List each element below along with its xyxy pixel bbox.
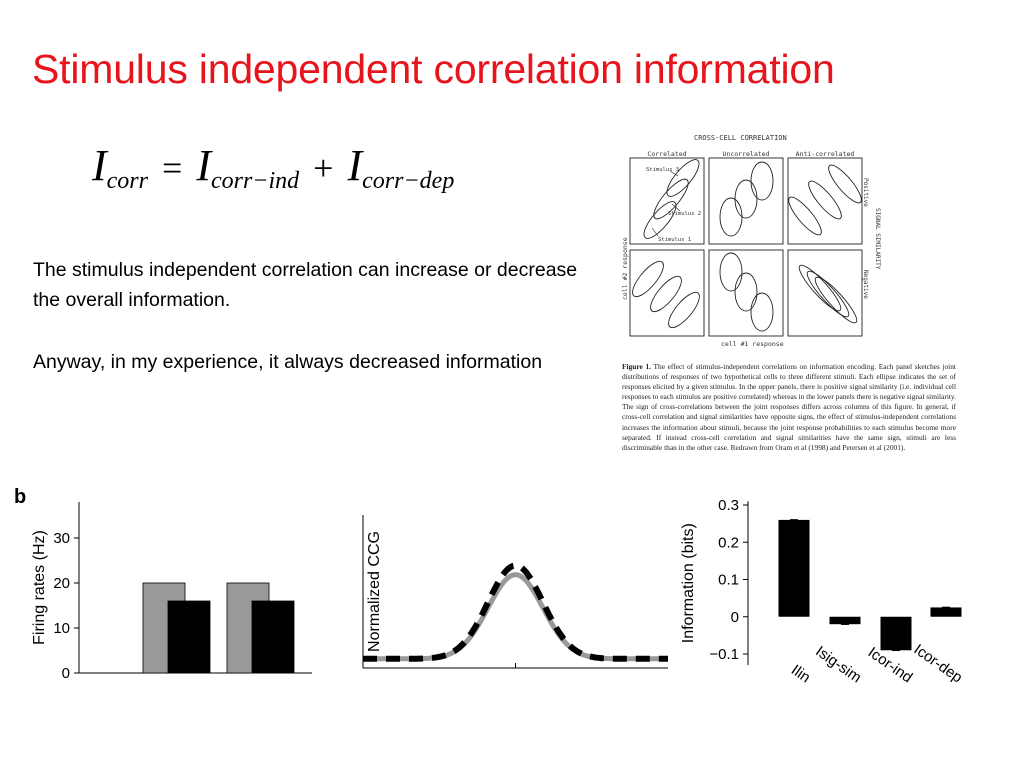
formula-term2-sub: corr−dep (362, 168, 455, 194)
ccg-dashed-line (363, 562, 668, 662)
column-label-anticorrelated: Anti-correlated (795, 150, 855, 158)
bar (251, 600, 295, 674)
figure-title: CROSS-CELL CORRELATION (694, 134, 787, 142)
caption-label: Figure 1. (622, 362, 651, 371)
y-axis-title: Normalized CCG (366, 531, 383, 652)
ellipse-stimulus-1 (632, 260, 664, 298)
formula-plus: + (313, 148, 334, 188)
formula-lhs: I (92, 141, 107, 190)
y-tick-label: 0.2 (718, 534, 739, 551)
y-tick-label: 0.1 (718, 572, 739, 589)
annotation-stimulus-2: Stimulus 2 (668, 211, 701, 217)
column-label-uncorrelated: Uncorrelated (722, 150, 770, 158)
slide-title: Stimulus independent correlation informa… (32, 46, 835, 92)
panel-positive-correlated (629, 157, 705, 245)
ellipse-stimulus-1 (719, 252, 743, 292)
ellipse-stimulus-3 (668, 291, 700, 329)
x-tick-label: Isig-sim (812, 643, 864, 687)
ellipse-stimulus-2 (806, 270, 850, 318)
panel-positive-uncorrelated (708, 157, 784, 245)
ellipse-stimulus-3 (750, 292, 774, 332)
y-tick-label: 0.3 (718, 497, 739, 514)
bar (167, 600, 211, 674)
formula-lhs-sub: corr (106, 168, 148, 194)
paragraph-experience: Anyway, in my experience, it always decr… (33, 351, 543, 373)
bar (880, 616, 912, 651)
formula-term1-sub: corr−ind (210, 168, 300, 194)
ellipse-stimulus-2 (734, 272, 758, 312)
y-tick-label: 20 (53, 575, 70, 592)
figure-caption: Figure 1. The effect of stimulus-indepen… (622, 362, 956, 453)
row-label-positive: Positive (862, 178, 869, 207)
y-axis-title: Information (bits) (680, 523, 697, 643)
column-label-correlated: Correlated (647, 150, 687, 158)
annotation-leader (651, 227, 659, 237)
x-tick-label: Ilin (788, 662, 813, 687)
panel-positive-anticorrelated (787, 157, 863, 245)
y-tick-label: 0 (62, 665, 70, 682)
annotation-leader (671, 203, 681, 212)
side-label-signal-similarity: SIGNAL SIMILARITY (874, 208, 881, 270)
y-tick-label: 0 (731, 609, 739, 626)
ellipse-stimulus-2 (734, 179, 758, 219)
figure-x-label: cell #1 response (721, 340, 784, 348)
ellipse-stimulus-3 (666, 159, 700, 197)
formula-term2: I (347, 141, 363, 190)
ellipse-stimulus-2 (808, 180, 842, 220)
y-axis-title: Firing rates (Hz) (31, 530, 48, 645)
annotation-leader (669, 170, 679, 177)
ellipse-stimulus-1 (798, 264, 842, 312)
figure-y-label: cell #2 response (621, 237, 629, 300)
formula-term1: I (196, 141, 211, 190)
annotation-stimulus-1: Stimulus 1 (658, 237, 691, 243)
bar (778, 519, 810, 617)
ellipse-stimulus-2 (650, 275, 682, 313)
x-tick-label: Icor-dep (911, 641, 966, 686)
panel-negative-anticorrelated (787, 249, 863, 337)
bar (829, 616, 861, 625)
ellipse-stimulus-2 (653, 178, 689, 220)
row-label-negative: Negative (862, 270, 869, 299)
panel-negative-correlated (629, 249, 705, 337)
ellipse-stimulus-3 (828, 164, 862, 204)
ellipse-stimulus-3 (750, 161, 774, 201)
correlation-formula: Icorr = Icorr−ind + Icorr−dep (92, 140, 455, 194)
paragraph-information-effect: The stimulus independent correlation can… (33, 259, 578, 311)
y-tick-label: −0.1 (709, 646, 739, 663)
y-tick-label: 10 (53, 620, 70, 637)
ellipse-stimulus-3 (814, 276, 858, 324)
panel-negative-uncorrelated (708, 249, 784, 337)
bar (930, 607, 962, 617)
panel-label-b: b (14, 486, 27, 508)
y-tick-label: 30 (53, 530, 70, 547)
caption-text: The effect of stimulus-independent corre… (622, 362, 956, 452)
ellipse-stimulus-1 (788, 196, 822, 236)
annotation-stimulus-3: Stimulus 3 (646, 167, 679, 173)
formula-equals: = (162, 148, 183, 188)
